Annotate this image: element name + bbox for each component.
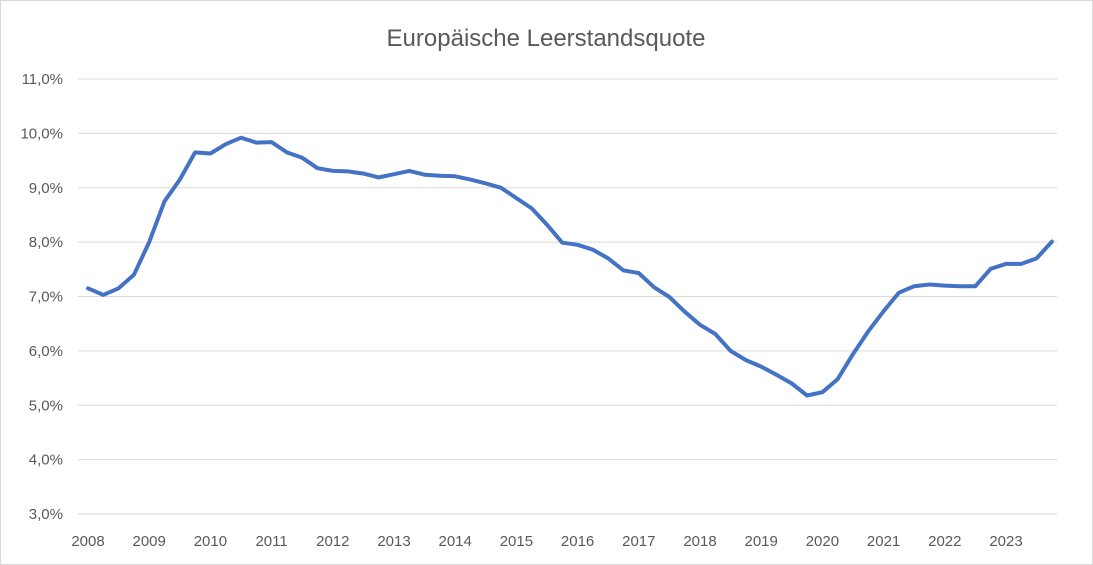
- y-tick-label: 4,0%: [29, 452, 63, 469]
- y-tick-label: 11,0%: [22, 71, 63, 88]
- x-tick-label: 2010: [194, 533, 227, 550]
- series-layer: [86, 135, 1054, 398]
- series-line: [86, 135, 1054, 398]
- x-tick-label: 2013: [377, 533, 410, 550]
- x-axis-ticks: 2008 2009 2010 2011 2012 2013 2014 2015 2016 2017…: [71, 533, 1022, 550]
- y-tick-label: 8,0%: [29, 234, 63, 251]
- x-tick-label: 2022: [928, 533, 961, 550]
- x-tick-label: 2019: [745, 533, 778, 550]
- y-axis-ticks: 3,0% 4,0% 5,0% 6,0% 7,0% 8,0% 9,0% 10,0% 11,0%: [20, 71, 63, 523]
- x-tick-label: 2011: [255, 533, 287, 550]
- y-tick-label: 3,0%: [29, 506, 63, 523]
- y-tick-label: 10,0%: [20, 125, 63, 142]
- x-tick-label: 2009: [133, 533, 166, 550]
- x-tick-label: 2021: [867, 533, 900, 550]
- y-tick-label: 6,0%: [29, 343, 63, 360]
- y-tick-label: 5,0%: [29, 397, 63, 414]
- x-tick-label: 2023: [989, 533, 1022, 550]
- x-tick-label: 2016: [561, 533, 594, 550]
- x-tick-label: 2017: [622, 533, 655, 550]
- x-tick-label: 2014: [439, 533, 472, 550]
- x-tick-label: 2008: [71, 533, 104, 550]
- x-tick-label: 2015: [500, 533, 533, 550]
- y-tick-label: 7,0%: [29, 289, 63, 306]
- x-tick-label: 2012: [316, 533, 349, 550]
- chart-title: Europäische Leerstandsquote: [387, 25, 706, 52]
- y-tick-label: 9,0%: [29, 180, 63, 197]
- x-tick-label: 2020: [806, 533, 839, 550]
- x-tick-label: 2018: [683, 533, 716, 550]
